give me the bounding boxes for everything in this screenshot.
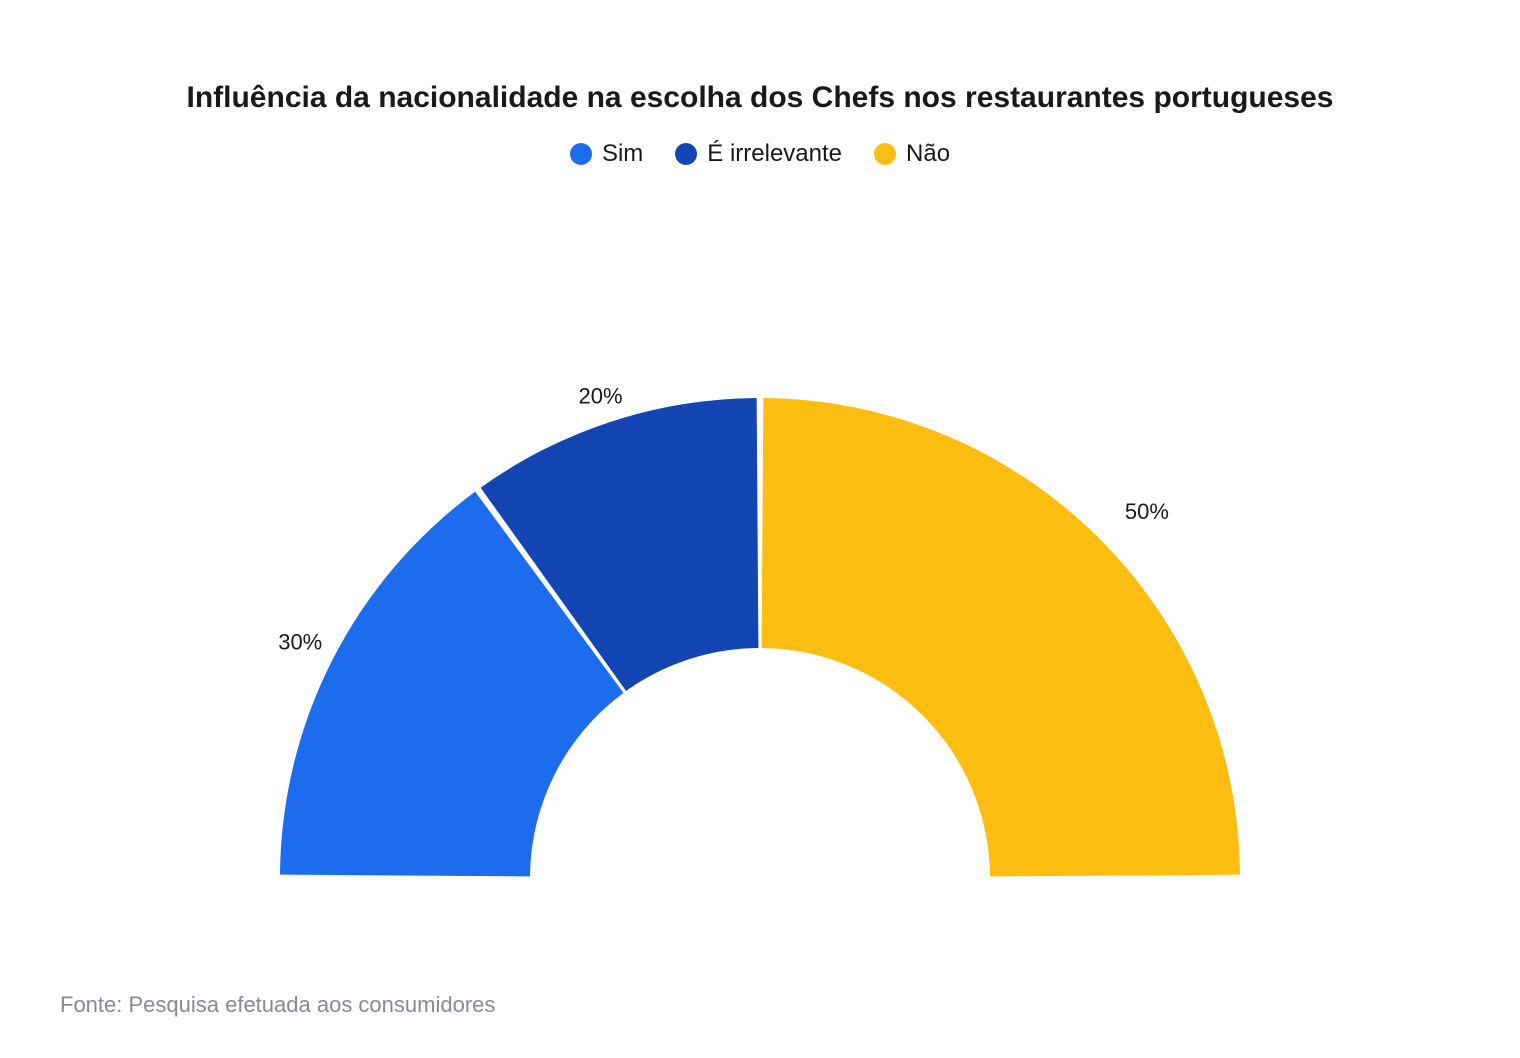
slice-label: 30% [278, 630, 322, 655]
legend-swatch [874, 143, 896, 165]
legend: Sim É irrelevante Não [60, 140, 1460, 168]
chart-container: Influência da nacionalidade na escolha d… [0, 0, 1520, 1058]
legend-label: É irrelevante [707, 140, 842, 168]
legend-item-sim: Sim [570, 140, 643, 168]
chart-title: Influência da nacionalidade na escolha d… [60, 80, 1460, 116]
slice-label: 50% [1125, 499, 1169, 524]
half-donut-chart: 30% 20% 50% [60, 178, 1460, 938]
legend-item-não: Não [874, 140, 950, 168]
source-note: Fonte: Pesquisa efetuada aos consumidore… [60, 992, 495, 1018]
legend-label: Não [906, 140, 950, 168]
legend-item-é-irrelevante: É irrelevante [675, 140, 842, 168]
legend-swatch [570, 143, 592, 165]
legend-swatch [675, 143, 697, 165]
slice-não [762, 398, 1240, 876]
chart-area: 30% 20% 50% [60, 178, 1460, 938]
slice-label: 20% [579, 383, 623, 408]
legend-label: Sim [602, 140, 643, 168]
